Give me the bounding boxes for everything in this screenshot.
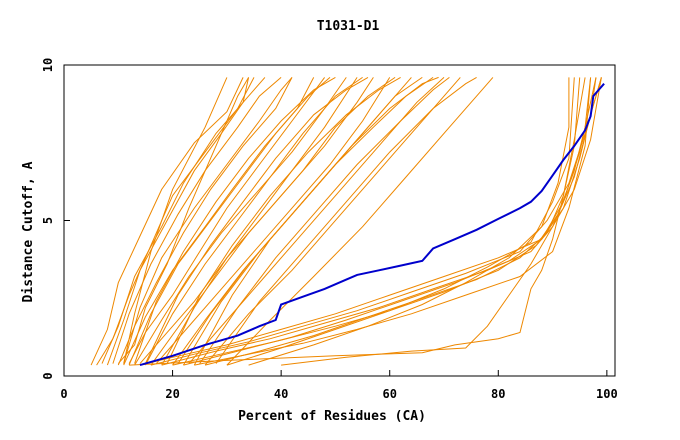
axis-ticks: 0 20 40 60 80 100 0 5 10 <box>41 58 618 401</box>
model-line-1 <box>90 77 244 366</box>
model-line-39 <box>129 77 586 366</box>
y-tick-label: 5 <box>41 217 55 224</box>
highlight-model-line <box>139 83 605 367</box>
model-line-4 <box>106 77 250 366</box>
model-line-23 <box>188 77 445 364</box>
model-line-6 <box>117 77 293 366</box>
model-line-30 <box>150 77 602 366</box>
highlight-line <box>139 83 605 367</box>
x-tick-label: 100 <box>596 387 618 401</box>
x-tick-label: 40 <box>274 387 288 401</box>
model-line-41 <box>117 77 250 364</box>
model-line-31 <box>161 77 602 366</box>
x-tick-label: 80 <box>491 387 505 401</box>
model-line-17 <box>155 77 391 364</box>
model-line-7 <box>123 77 293 364</box>
chart-title: T1031-D1 <box>317 19 380 34</box>
model-line-19 <box>166 76 401 364</box>
model-line-27 <box>215 76 477 364</box>
model-line-37 <box>248 77 570 366</box>
model-line-33 <box>183 77 597 366</box>
model-line-12 <box>134 77 347 366</box>
model-lines <box>90 76 602 366</box>
model-line-18 <box>161 76 396 366</box>
x-tick-label: 60 <box>382 387 396 401</box>
model-line-13 <box>139 77 358 364</box>
model-line-38 <box>281 77 602 366</box>
model-line-25 <box>199 77 450 364</box>
model-line-11 <box>134 76 336 364</box>
model-line-15 <box>144 76 369 364</box>
x-tick-label: 0 <box>60 387 67 401</box>
y-axis-label: Distance Cutoff, A <box>21 161 36 302</box>
model-line-36 <box>226 77 575 366</box>
y-tick-label: 10 <box>41 58 55 72</box>
model-line-40 <box>123 77 228 364</box>
model-line-5 <box>112 77 282 364</box>
model-line-10 <box>128 77 331 366</box>
x-tick-label: 20 <box>165 387 179 401</box>
y-tick-label: 0 <box>41 372 55 379</box>
model-line-9 <box>128 77 326 364</box>
model-line-24 <box>193 76 439 366</box>
x-axis-label: Percent of Residues (CA) <box>238 409 426 424</box>
